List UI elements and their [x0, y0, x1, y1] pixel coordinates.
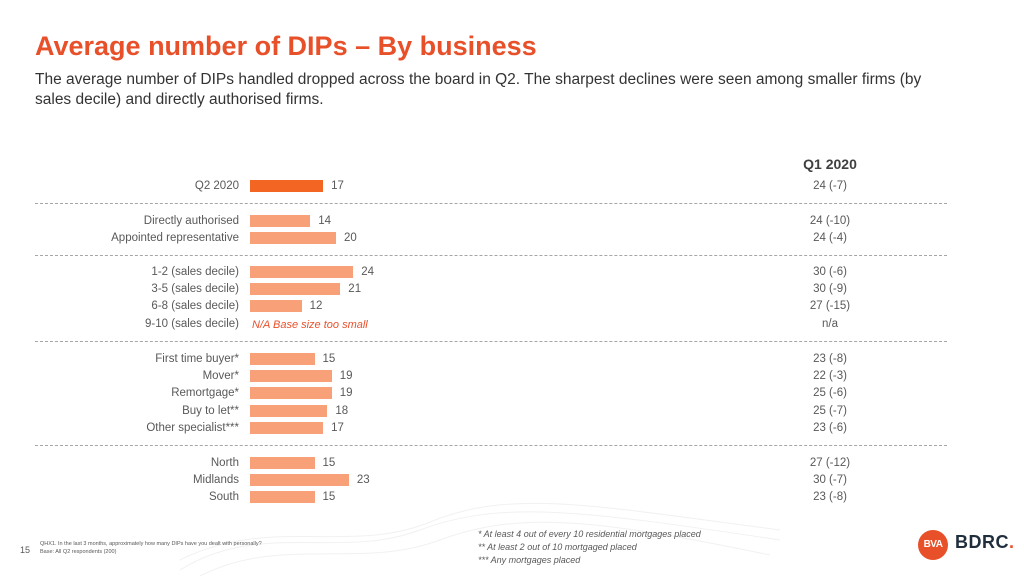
bar-value-label: 14	[318, 215, 331, 227]
bar-value-label: 20	[344, 232, 357, 245]
comparison-column-header: Q1 2020	[803, 156, 857, 172]
q1-comparison-value: n/a	[822, 317, 838, 330]
bar	[250, 180, 324, 192]
q1-comparison-value: 24 (-10)	[809, 215, 851, 227]
footnote-3: *** Any mortgages placed	[478, 555, 581, 565]
bar-value-label: 15	[322, 353, 336, 365]
bar	[250, 300, 302, 313]
q1-comparison-value: 30 (-6)	[813, 266, 847, 278]
row-label: Remortgage*	[171, 387, 239, 400]
group-divider	[35, 445, 947, 446]
q1-comparison-value: 22 (-3)	[813, 370, 847, 383]
bar	[250, 457, 315, 469]
row-label: North	[210, 457, 239, 469]
q1-comparison-value: 23 (-8)	[813, 491, 847, 504]
footnote-1: * At least 4 out of every 10 residential…	[478, 529, 701, 539]
bar-value-label: 15	[322, 491, 336, 504]
slide-subtitle: The average number of DIPs handled dropp…	[35, 71, 922, 108]
bar-value-label: 12	[309, 300, 323, 313]
row-label: South	[208, 491, 239, 504]
row-label: First time buyer*	[155, 353, 239, 365]
row-label: 1-2 (sales decile)	[151, 266, 239, 278]
bar	[250, 232, 336, 245]
bar-value-label: 18	[335, 404, 349, 417]
group-divider	[35, 341, 947, 342]
bar-value-label: 17	[331, 180, 344, 192]
row-label: Buy to let**	[182, 404, 239, 417]
bar	[250, 266, 354, 278]
row-label: Midlands	[192, 474, 239, 487]
bar-value-label: 21	[348, 283, 362, 296]
q1-comparison-value: 27 (-15)	[809, 300, 851, 313]
question-text: QHX1. In the last 3 months, approximatel…	[40, 541, 262, 547]
bar-value-label: 23	[356, 474, 370, 487]
row-label: Other specialist***	[146, 421, 239, 434]
bar	[250, 404, 328, 417]
q1-comparison-value: 30 (-7)	[813, 474, 847, 487]
logo-dot: .	[1009, 532, 1015, 552]
q1-comparison-value: 25 (-7)	[813, 404, 847, 417]
row-label: Mover*	[202, 370, 239, 383]
bar	[250, 474, 349, 487]
logo-text: BDRC.	[955, 532, 1015, 553]
row-label: Appointed representative	[111, 232, 239, 245]
q1-comparison-value: 30 (-9)	[813, 283, 847, 296]
q1-comparison-value: 24 (-4)	[813, 232, 847, 245]
footnote-2: ** At least 2 out of 10 mortgaged placed	[478, 542, 637, 552]
row-label: Q2 2020	[194, 180, 239, 192]
row-label: 3-5 (sales decile)	[151, 283, 239, 296]
q1-comparison-value: 23 (-8)	[813, 353, 847, 365]
row-label: 9-10 (sales decile)	[145, 317, 239, 330]
bar	[250, 215, 311, 227]
na-note: N/A Base size too small	[252, 318, 368, 331]
bar	[250, 491, 315, 504]
bar	[250, 353, 315, 365]
group-divider	[35, 255, 947, 256]
bar	[250, 283, 341, 296]
q1-comparison-value: 27 (-12)	[809, 457, 851, 469]
background-swirl-decoration	[180, 502, 780, 576]
bar-value-label: 19	[339, 387, 353, 400]
slide-title: Average number of DIPs – By business	[35, 31, 537, 61]
bar-value-label: 17	[331, 421, 344, 434]
bar	[250, 387, 332, 400]
bar-value-label: 24	[361, 266, 374, 278]
bar-value-label: 19	[339, 370, 353, 383]
q1-comparison-value: 23 (-6)	[813, 421, 847, 434]
logo-mark: BVA	[918, 530, 948, 560]
row-label: 6-8 (sales decile)	[151, 300, 239, 313]
q1-comparison-value: 24 (-7)	[813, 180, 847, 192]
logo-wordmark: BDRC	[955, 532, 1009, 552]
footer-question: QHX1. In the last 3 months, approximatel…	[40, 540, 340, 556]
footnotes: * At least 4 out of every 10 residential…	[478, 528, 701, 567]
bar	[250, 370, 332, 383]
group-divider	[35, 203, 947, 204]
row-label: Directly authorised	[143, 215, 239, 227]
q1-comparison-value: 25 (-6)	[813, 387, 847, 400]
bar-value-label: 15	[322, 457, 336, 469]
page-number: 15	[20, 545, 31, 555]
base-text: Base: All Q2 respondents (200)	[40, 549, 117, 555]
bar	[250, 421, 324, 434]
